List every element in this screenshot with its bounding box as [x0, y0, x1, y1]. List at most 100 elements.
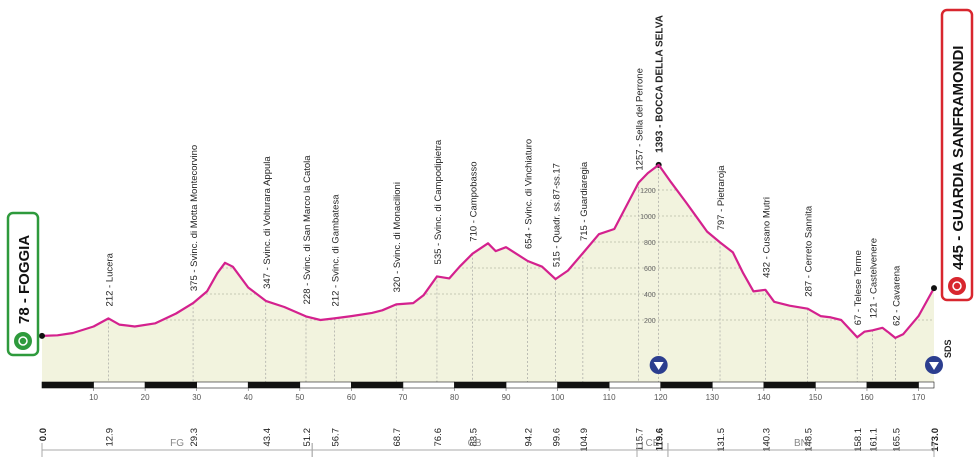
waypoint-km: 140.3	[761, 428, 772, 452]
axis-segment	[557, 381, 610, 389]
x-tick-label: 70	[398, 393, 407, 402]
axis-segment	[93, 381, 146, 389]
waypoint-label: 212 - Svinc. di Gambatesa	[330, 194, 341, 307]
waypoint-km: 148.5	[804, 428, 815, 452]
waypoint-km: 119.6	[655, 428, 666, 451]
y-tick-label: 1000	[640, 214, 656, 221]
axis-segment	[711, 381, 765, 389]
x-tick-label: 160	[860, 393, 874, 402]
axis-segment	[815, 381, 868, 389]
waypoint-label: 715 - Guardiaregia	[579, 161, 590, 241]
waypoint-label: 432 - Cusano Mutri	[761, 197, 772, 278]
x-tick-label: 170	[912, 393, 926, 402]
x-tick-label: 130	[706, 393, 720, 402]
waypoint-label: 67 - Telese Terme	[853, 250, 864, 325]
profile-line	[41, 163, 935, 339]
waypoint-km: 43.4	[262, 428, 273, 447]
start-box	[6, 211, 40, 357]
start-km: 0.0	[38, 428, 49, 441]
x-tick-label: 20	[141, 393, 150, 402]
finish-box	[940, 8, 974, 302]
axis-segment	[402, 381, 455, 389]
waypoint-label: 797 - Pietraroja	[716, 165, 727, 231]
waypoint-label: 62 - Cavarena	[891, 265, 902, 326]
axis-segment	[196, 381, 249, 389]
axis-segment	[299, 381, 352, 389]
waypoint-label: 515 - Quadr. ss.87-ss.17	[552, 163, 563, 267]
axis-segment	[660, 381, 713, 389]
finish-badge: SDS	[943, 339, 953, 358]
start-dot	[39, 332, 45, 339]
x-tick-label: 50	[295, 393, 304, 402]
finish-km: 173.0	[930, 428, 941, 452]
x-tick-label: 120	[654, 393, 668, 402]
finish-dot	[931, 285, 937, 292]
waypoint-label: 212 - Lucera	[105, 252, 116, 306]
waypoint-km: 51.2	[302, 428, 313, 447]
waypoint-label: 320 - Svinc. di Monacilioni	[392, 182, 403, 292]
waypoint-km: 115.7	[635, 428, 646, 451]
waypoint-km: 161.1	[869, 428, 880, 452]
start-label: 78 - FOGGIA	[16, 235, 33, 324]
waypoint-km: 12.9	[105, 428, 116, 447]
start-icon	[14, 332, 32, 350]
waypoint-label: 375 - Svinc. di Motta Montecorvino	[189, 145, 200, 291]
axis-segment	[918, 381, 935, 389]
waypoint-km: 94.2	[524, 428, 535, 447]
axis-segment	[454, 381, 507, 389]
waypoint-label: 121 - Castelvenere	[869, 238, 880, 318]
waypoint-label: 1393 - BOCCA DELLA SELVA	[655, 15, 666, 153]
waypoint-km: 104.9	[579, 428, 590, 452]
start-icon-inner	[18, 336, 28, 346]
waypoint-km: 83.5	[469, 428, 480, 447]
x-tick-label: 40	[244, 393, 253, 402]
y-tick-label: 600	[644, 266, 656, 273]
x-tick-label: 80	[450, 393, 459, 402]
waypoint-label: 654 - Svinc. di Vinchiaturo	[524, 139, 535, 249]
waypoint-km: 76.6	[433, 428, 444, 447]
summit-marker-arrow	[653, 362, 664, 370]
finish-icon	[948, 277, 966, 295]
axis-segment	[505, 381, 558, 389]
region-label: FG	[170, 438, 184, 449]
waypoint-km: 29.3	[189, 428, 200, 447]
finish-marker-arrow	[929, 362, 939, 370]
waypoint-label: 228 - Svinc. di San Marco la Catola	[302, 155, 313, 305]
waypoint-km: 68.7	[392, 428, 403, 447]
x-tick-label: 90	[502, 393, 511, 402]
x-tick-label: 60	[347, 393, 356, 402]
finish-icon-inner	[952, 281, 962, 291]
finish-label: 445 - GUARDIA SANFRAMONDI	[950, 46, 967, 270]
waypoint-label: 710 - Campobasso	[469, 161, 480, 241]
waypoint-label: 347 - Svinc. di Volturara Appula	[262, 156, 273, 289]
waypoint-km: 158.1	[853, 428, 864, 452]
y-tick-label: 400	[644, 292, 656, 299]
region-label: CB	[468, 438, 482, 449]
region-label: CE	[646, 438, 660, 449]
waypoint-km: 56.7	[330, 428, 341, 447]
y-tick-label: 1200	[640, 188, 656, 195]
x-tick-label: 140	[757, 393, 771, 402]
waypoint-km: 165.5	[891, 428, 902, 452]
waypoint-label: 287 - Cerreto Sannita	[804, 205, 815, 297]
profile-area	[42, 164, 934, 382]
x-tick-label: 30	[192, 393, 201, 402]
x-tick-label: 100	[551, 393, 565, 402]
x-tick-label: 150	[809, 393, 823, 402]
axis-segment	[866, 381, 919, 389]
region-label: BN	[794, 438, 808, 449]
waypoint-km: 99.6	[552, 428, 563, 447]
axis-segment	[41, 381, 94, 389]
x-tick-label: 110	[603, 393, 616, 402]
axis-segment	[247, 381, 301, 389]
axis-segment	[351, 381, 404, 389]
waypoint-label: 1257 - Sella del Perrone	[635, 68, 646, 170]
waypoint-km: 131.5	[716, 428, 727, 452]
y-tick-label: 800	[644, 240, 656, 247]
waypoint-label: 535 - Svinc. di Campodipietra	[433, 139, 444, 264]
axis-segment	[608, 381, 662, 389]
y-tick-label: 200	[644, 318, 656, 325]
x-tick-label: 10	[89, 393, 98, 402]
axis-segment	[144, 381, 197, 389]
